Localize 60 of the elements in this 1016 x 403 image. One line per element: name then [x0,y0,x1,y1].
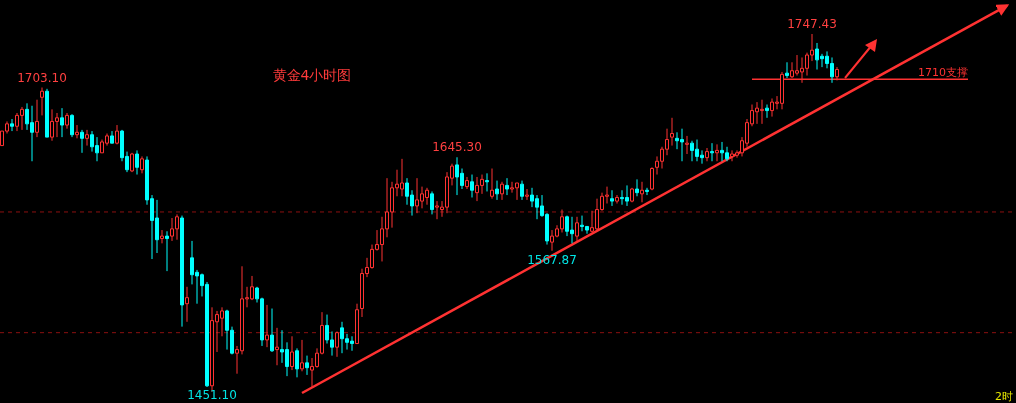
candlestick [615,194,619,205]
candlestick [305,355,309,376]
candlestick [470,174,474,198]
candlestick [465,176,469,190]
candlestick [140,155,144,174]
candlestick [300,339,304,372]
candlestick [490,168,494,200]
candlestick [270,308,274,353]
candlestick [705,147,709,162]
candlestick [165,230,169,272]
candlestick [10,118,14,132]
candlestick [505,177,509,196]
candlestick [185,286,189,323]
candlestick [45,88,49,138]
candlestick [525,188,529,201]
candlestick [640,181,644,203]
candlestick [40,87,44,116]
annotation: 1451.10 [187,388,237,402]
candlestick [70,113,74,138]
candlestick [575,216,579,242]
candlestick [160,229,164,244]
ref-line-label: 1710支撑 [918,66,968,80]
candlestick [290,335,294,371]
candlestick [650,166,654,191]
candlestick [265,304,269,348]
candlestick [715,143,719,162]
candlestick [85,129,89,147]
candlestick [75,124,79,139]
candlestick [430,190,434,215]
candlestick [65,112,69,130]
candlestick [135,149,139,176]
candlestick [495,180,499,201]
candlestick [335,330,339,358]
text: 黄金4小时图 [272,67,352,83]
candlestick [60,107,64,138]
candlestick [115,124,119,145]
candlestick [130,152,134,173]
candlestick [35,99,39,138]
candlestick [485,172,489,192]
annotation: 1645.30 [432,140,482,155]
annotation: 2时 [995,390,1013,403]
candlestick [275,327,279,366]
candlestick [520,180,524,201]
candlestick [610,189,614,207]
candlestick [670,117,674,147]
annotation: 1747.43 [787,17,837,31]
candlestick [710,142,714,162]
candlestick [500,181,504,201]
candlestick [635,178,639,197]
candlestick [295,347,299,378]
candlestick [80,129,84,154]
candlestick [180,215,184,328]
candlestick [110,130,114,144]
candlestick [785,61,789,79]
candlestick [645,187,649,196]
candlestick [685,135,689,155]
candlestick [630,187,634,203]
annotation: 1703.10 [17,70,67,85]
candlestick [355,303,359,345]
candlestick [765,104,769,119]
